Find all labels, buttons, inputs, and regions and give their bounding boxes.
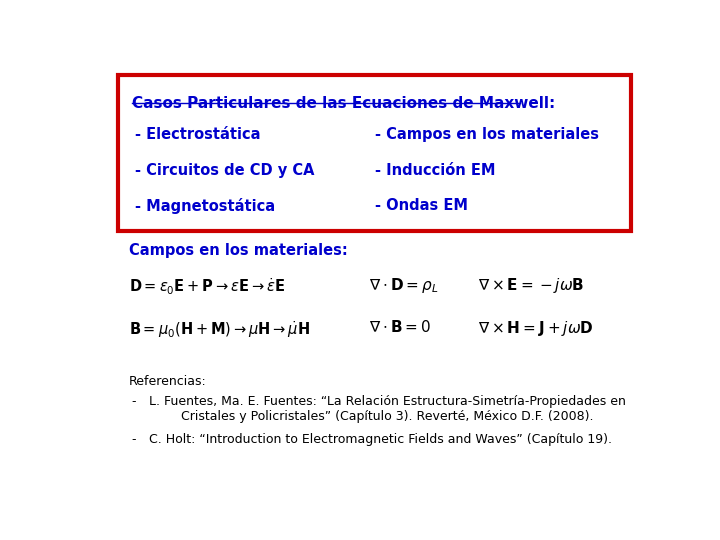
Text: Referencias:: Referencias: <box>129 375 207 388</box>
Text: $\mathbf{B} = \mu_0(\mathbf{H} + \mathbf{M}) \rightarrow \mu\mathbf{H} \rightarr: $\mathbf{B} = \mu_0(\mathbf{H} + \mathbf… <box>129 319 310 340</box>
Text: $\nabla \times \mathbf{H} = \mathbf{J} + j\omega\mathbf{D}$: $\nabla \times \mathbf{H} = \mathbf{J} +… <box>478 319 593 338</box>
Text: $\nabla \cdot \mathbf{D} = \rho_L$: $\nabla \cdot \mathbf{D} = \rho_L$ <box>369 276 438 295</box>
Text: -: - <box>132 433 136 446</box>
Text: -: - <box>132 395 136 408</box>
FancyBboxPatch shape <box>118 75 631 231</box>
Text: - Campos en los materiales: - Campos en los materiales <box>374 127 598 142</box>
Text: Campos en los materiales:: Campos en los materiales: <box>129 243 348 258</box>
Text: - Circuitos de CD y CA: - Circuitos de CD y CA <box>135 163 314 178</box>
Text: - Magnetostática: - Magnetostática <box>135 198 275 214</box>
Text: - Electrostática: - Electrostática <box>135 127 260 142</box>
Text: $\nabla \cdot \mathbf{B} = 0$: $\nabla \cdot \mathbf{B} = 0$ <box>369 319 431 335</box>
Text: - Ondas EM: - Ondas EM <box>374 198 467 213</box>
Text: $\nabla \times \mathbf{E} = -j\omega\mathbf{B}$: $\nabla \times \mathbf{E} = -j\omega\mat… <box>478 276 584 295</box>
Text: L. Fuentes, Ma. E. Fuentes: “La Relación Estructura-Simetría-Propiedades en
    : L. Fuentes, Ma. E. Fuentes: “La Relación… <box>148 395 626 423</box>
Text: Casos Particulares de las Ecuaciones de Maxwell:: Casos Particulares de las Ecuaciones de … <box>132 96 555 111</box>
Text: C. Holt: “Introduction to Electromagnetic Fields and Waves” (Capítulo 19).: C. Holt: “Introduction to Electromagneti… <box>148 433 611 446</box>
Text: $\mathbf{D} = \varepsilon_0\mathbf{E} + \mathbf{P} \rightarrow \varepsilon\mathb: $\mathbf{D} = \varepsilon_0\mathbf{E} + … <box>129 276 285 296</box>
Text: - Inducción EM: - Inducción EM <box>374 163 495 178</box>
